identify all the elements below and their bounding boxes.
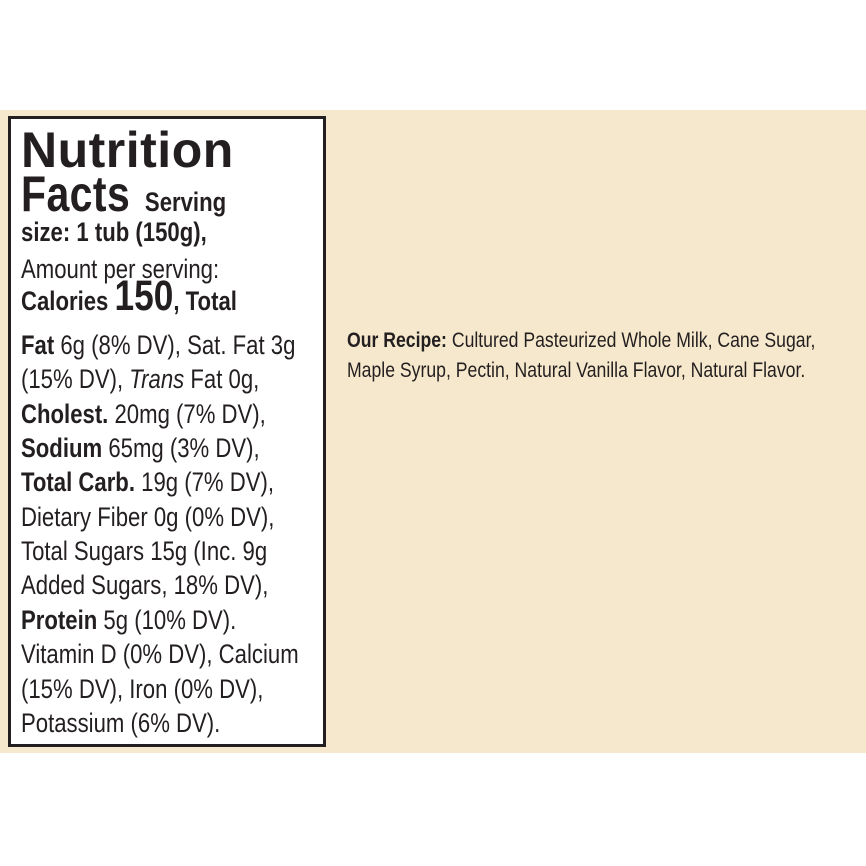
cholest-label: Cholest. bbox=[21, 399, 109, 429]
fat-label: Fat bbox=[21, 330, 55, 360]
satfat-dv: (15% DV), bbox=[21, 364, 130, 394]
vitamin-d-line: Vitamin D (0% DV), Calcium bbox=[21, 639, 299, 669]
ingredients-line-1: Our Recipe: Cultured Pasteurized Whole M… bbox=[347, 325, 815, 355]
recipe-label: Our Recipe: bbox=[347, 328, 447, 352]
fat-line: Fat 6g (8% DV), Sat. Fat 3g bbox=[21, 330, 295, 360]
protein-line: Protein 5g (10% DV). bbox=[21, 605, 236, 635]
trans-label: Trans bbox=[129, 364, 185, 394]
facts-title: Facts bbox=[21, 166, 131, 222]
cholest-text: 20mg (7% DV), bbox=[108, 399, 266, 429]
carb-text: 19g (7% DV), bbox=[134, 467, 275, 497]
carb-line: Total Carb. 19g (7% DV), bbox=[21, 467, 274, 497]
calories-label: Calories bbox=[21, 286, 109, 316]
sodium-label: Sodium bbox=[21, 433, 103, 463]
recipe-text-1: Cultured Pasteurized Whole Milk, Cane Su… bbox=[446, 328, 816, 352]
protein-label: Protein bbox=[21, 605, 98, 635]
trans-fat-line: (15% DV), Trans Fat 0g, bbox=[21, 364, 259, 394]
nutrition-facts-panel: Nutrition Facts Serving size: 1 tub (150g… bbox=[8, 116, 326, 747]
ingredients: Our Recipe: Cultured Pasteurized Whole M… bbox=[347, 325, 815, 385]
facts-serving-line: Facts Serving bbox=[21, 169, 226, 219]
sugars-line: Total Sugars 15g (Inc. 9g bbox=[21, 536, 268, 566]
fat-text: 6g (8% DV), Sat. Fat 3g bbox=[54, 330, 296, 360]
fiber-line: Dietary Fiber 0g (0% DV), bbox=[21, 502, 275, 532]
protein-text: 5g (10% DV). bbox=[97, 605, 237, 635]
amount-per-serving: Amount per serving: bbox=[21, 254, 220, 284]
calories-value: 150 bbox=[114, 272, 174, 320]
calcium-iron-line: (15% DV), Iron (0% DV), bbox=[21, 674, 264, 704]
cholesterol-line: Cholest. 20mg (7% DV), bbox=[21, 399, 266, 429]
added-sugars-line: Added Sugars, 18% DV), bbox=[21, 570, 269, 600]
sodium-text: 65mg (3% DV), bbox=[102, 433, 260, 463]
total-label: , Total bbox=[173, 286, 237, 316]
nutrition-title: Nutrition bbox=[21, 122, 234, 178]
sodium-line: Sodium 65mg (3% DV), bbox=[21, 433, 260, 463]
ingredients-line-2: Maple Syrup, Pectin, Natural Vanilla Fla… bbox=[347, 358, 806, 382]
calories-line: Calories 150, Total bbox=[21, 275, 237, 318]
serving-size: size: 1 tub (150g), bbox=[21, 217, 207, 247]
carb-label: Total Carb. bbox=[21, 467, 135, 497]
trans-text: Fat 0g, bbox=[184, 364, 260, 394]
potassium-line: Potassium (6% DV). bbox=[21, 708, 221, 738]
serving-label: Serving bbox=[144, 187, 227, 217]
